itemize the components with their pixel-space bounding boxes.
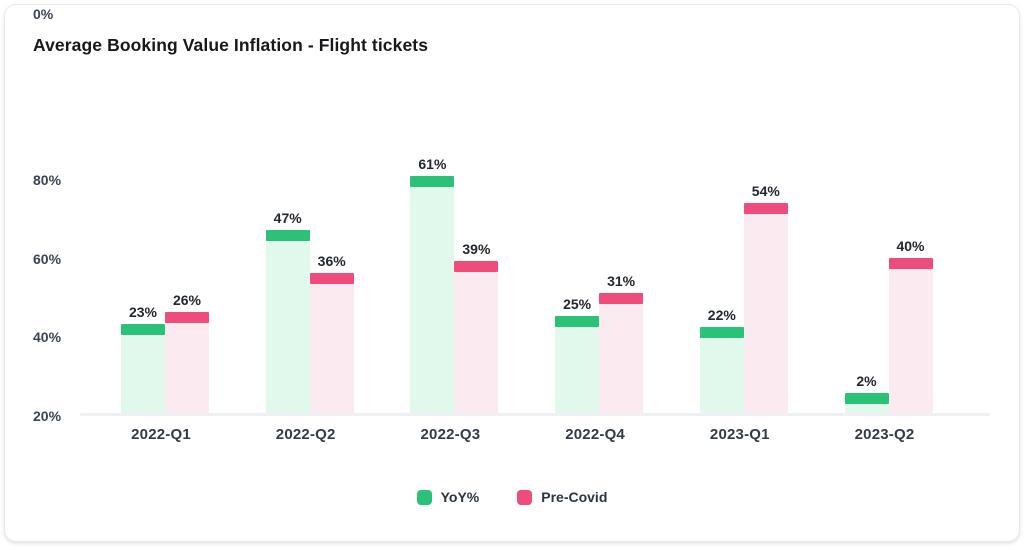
x-axis-label-2022-Q1: 2022-Q1 [131,426,191,443]
bar-value-label: 47% [273,210,302,227]
bar-cap [555,315,600,327]
x-axis-label-2023-Q2: 2023-Q2 [854,426,915,443]
chart-legend: YoY% Pre-Covid [5,489,1019,505]
bar-column: 31% [599,102,644,413]
precovid-legend-swatch-icon [517,489,533,505]
bar-group-2023-Q1: 22% 54% [699,102,788,413]
bar-column: 23% [121,102,165,413]
yoy--bar-2022-Q2[interactable] [265,230,310,413]
y-axis-tick: 0% [33,6,54,22]
y-axis-tick: 20% [33,408,62,424]
bar-group-2022-Q2: 47% 36% [265,102,354,413]
bar-column: 2% [844,102,889,413]
legend-item-yoy[interactable]: YoY% [416,489,480,505]
x-axis-label-2022-Q3: 2022-Q3 [420,426,481,443]
bar-value-label: 54% [751,183,780,200]
y-axis-tick: 60% [33,251,62,267]
pre-covid-bar-2022-Q2[interactable] [309,273,354,413]
pre-covid-bar-2023-Q2[interactable] [888,257,933,413]
pre-covid-bar-2023-Q1[interactable] [743,203,788,413]
bar-value-label: 40% [896,237,925,254]
bar-cap [121,323,165,335]
bar-value-label: 31% [607,272,636,289]
y-axis-tick: 80% [33,172,62,188]
bar-group-2022-Q3: 61% 39% [410,102,499,413]
x-axis-label-2022-Q2: 2022-Q2 [275,426,336,443]
x-axis-baseline [80,413,990,416]
chart-title: Average Booking Value Inflation - Flight… [33,35,429,55]
pre-covid-bar-2022-Q1[interactable] [165,311,209,413]
bar-group-2023-Q2: 2% 40% [844,102,933,413]
bar-column: 54% [743,102,788,413]
bar-value-label: 22% [707,307,736,324]
yoy--bar-2022-Q3[interactable] [410,175,455,413]
bar-value-label: 39% [462,241,491,258]
bar-column: 61% [410,102,455,413]
bar-column: 26% [165,102,209,413]
bar-column: 36% [309,102,354,413]
legend-label: YoY% [440,489,480,505]
bar-value-label: 26% [172,291,202,308]
yoy--bar-2022-Q4[interactable] [555,315,600,413]
bar-column: 40% [888,102,933,413]
yoy--bar-2022-Q1[interactable] [121,323,165,413]
bar-group-2022-Q4: 25% 31% [555,102,644,413]
pre-covid-bar-2022-Q4[interactable] [599,292,644,413]
bar-cap [410,175,455,187]
yoy--bar-2023-Q1[interactable] [699,327,744,413]
legend-item-precovid[interactable]: Pre-Covid [517,489,607,505]
bar-cap [265,230,310,242]
bar-group-2022-Q1: 23% 26% [121,102,209,413]
bar-value-label: 23% [128,303,158,320]
bar-cap [165,311,209,323]
legend-label: Pre-Covid [541,489,608,505]
bar-value-label: 36% [317,253,346,270]
bar-cap [888,257,933,269]
bar-cap [844,393,889,404]
bar-cap [454,261,499,273]
bar-cap [743,203,788,215]
chart-card: Average Booking Value Inflation - Flight… [4,4,1020,542]
bar-cap [699,327,744,339]
bar-value-label: 61% [418,155,447,172]
bar-cap [599,292,644,304]
bar-column: 47% [265,102,310,413]
bar-column: 22% [699,102,744,413]
bar-column: 39% [454,102,499,413]
pre-covid-bar-2022-Q3[interactable] [454,261,499,413]
bar-column: 25% [555,102,600,413]
plot-area: 23% 26% 47% 36% 61% 39% 25% 31% 22% 54% 2% 40% [75,102,995,416]
y-axis-tick: 40% [33,329,62,345]
x-axis-label-2023-Q1: 2023-Q1 [709,426,770,443]
bar-cap [309,273,354,285]
x-axis-label-2022-Q4: 2022-Q4 [565,426,625,443]
yoy-legend-swatch-icon [416,489,432,505]
bar-value-label: 25% [563,295,592,312]
yoy--bar-2023-Q2[interactable] [844,393,889,413]
bar-value-label: 2% [856,373,877,389]
